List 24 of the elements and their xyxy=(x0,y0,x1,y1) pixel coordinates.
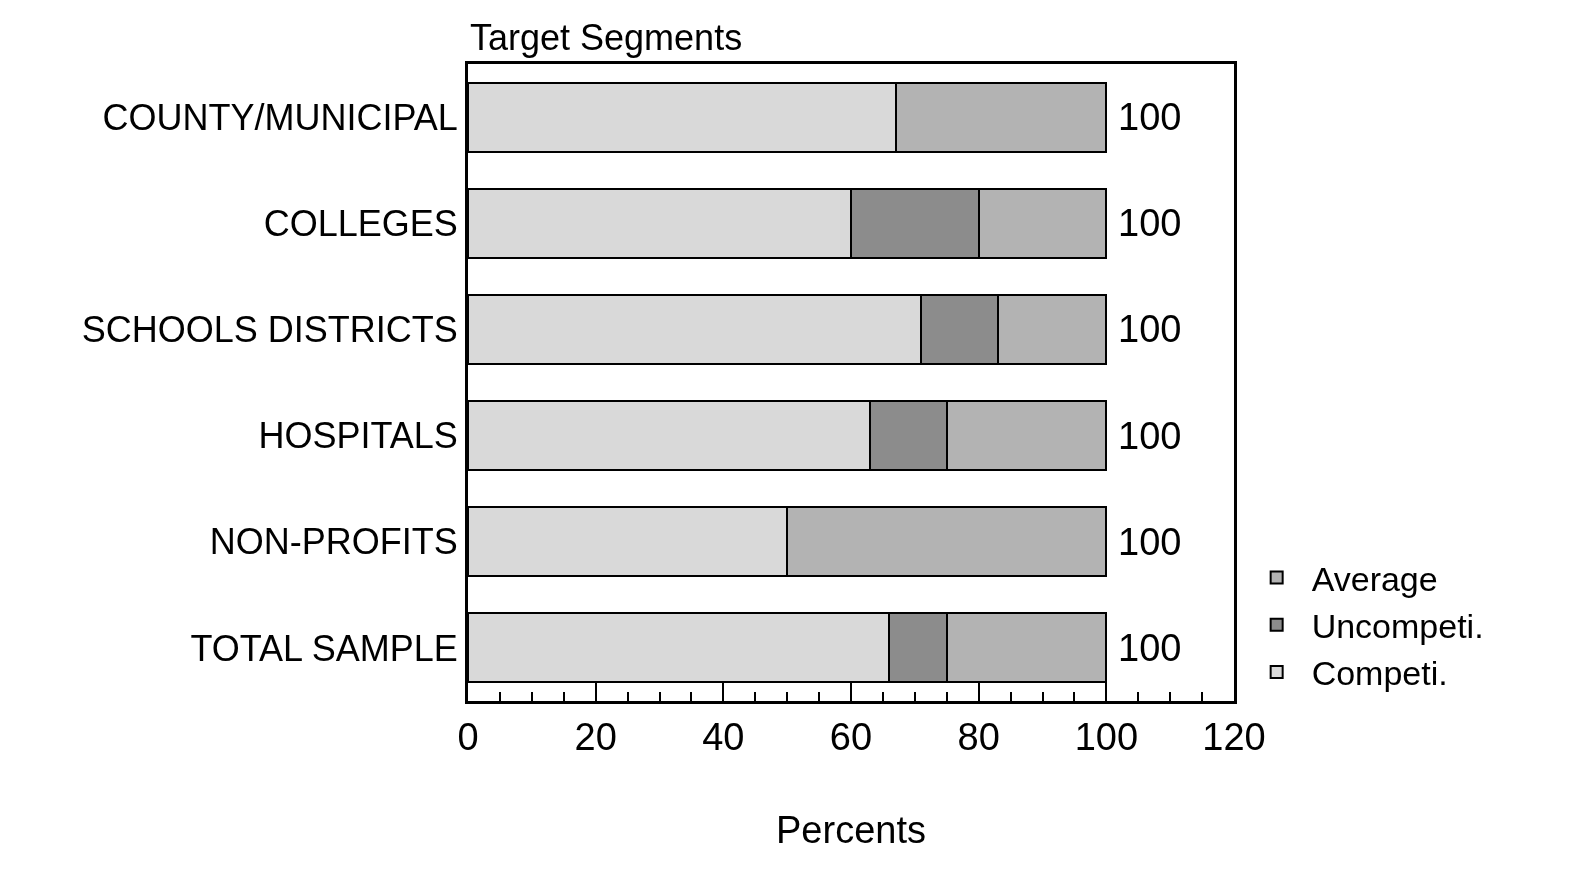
x-tick-label: 20 xyxy=(574,715,617,758)
y-tick-label: COUNTY/MUNICIPAL xyxy=(102,96,458,138)
x-tick-label: 0 xyxy=(457,715,479,758)
y-tick-label: NON-PROFITS xyxy=(209,521,458,563)
x-tick-label: 40 xyxy=(702,715,745,758)
legend-label: Uncompeti. xyxy=(1311,607,1484,646)
y-tick-label: HOSPITALS xyxy=(258,415,458,457)
x-tick-label: 120 xyxy=(1202,715,1266,758)
x-tick-label: 60 xyxy=(829,715,873,758)
total-label: 100 xyxy=(1118,521,1182,563)
x-tick-label: 80 xyxy=(957,715,1000,758)
y-tick-label: COLLEGES xyxy=(263,202,458,244)
y-tick-label: SCHOOLS DISTRICTS xyxy=(81,309,458,351)
total-label: 100 xyxy=(1118,627,1182,669)
total-label: 100 xyxy=(1118,96,1182,138)
y-tick-label: TOTAL SAMPLE xyxy=(190,627,458,669)
legend-label: Average xyxy=(1311,559,1438,598)
total-label: 100 xyxy=(1118,202,1182,244)
chart-title: Target Segments xyxy=(470,17,743,58)
x-axis-title: Percents xyxy=(776,808,926,851)
x-tick-label: 100 xyxy=(1074,715,1139,758)
total-label: 100 xyxy=(1118,415,1182,457)
total-label: 100 xyxy=(1118,308,1182,350)
legend-label: Competi. xyxy=(1311,654,1448,693)
